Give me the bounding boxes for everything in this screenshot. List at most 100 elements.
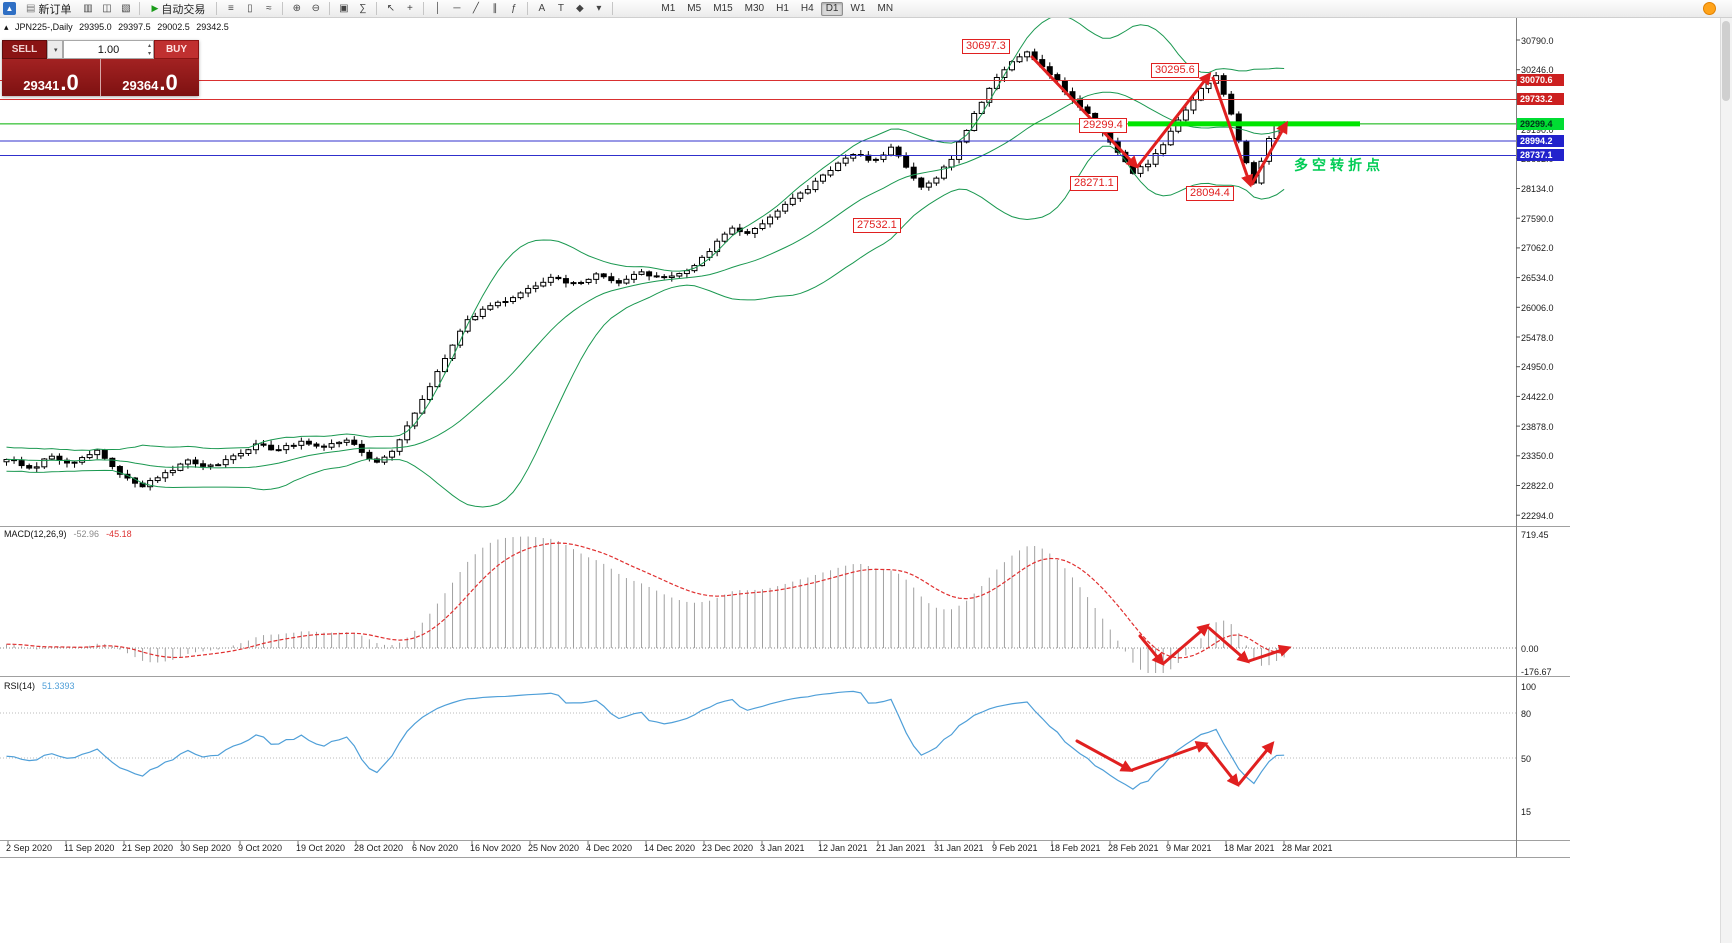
toolbar-separator bbox=[282, 2, 284, 15]
spinner-up-icon[interactable]: ▴ bbox=[147, 43, 151, 49]
shapes-icon[interactable]: ◆ bbox=[571, 1, 588, 16]
macd-main-value: -52.96 bbox=[73, 529, 100, 539]
autotrading-label: 自动交易 bbox=[161, 3, 206, 16]
bars-chart-icon[interactable]: ≡ bbox=[222, 1, 239, 16]
toolbar-separator bbox=[527, 2, 529, 15]
text-icon[interactable]: A bbox=[533, 1, 550, 16]
buy-price-int: 29364 bbox=[122, 78, 159, 93]
turning-point-note[interactable]: 多空转折点 bbox=[1294, 157, 1384, 173]
buy-price-frac: .0 bbox=[159, 70, 178, 95]
symbol-title: JPN225-,Daily bbox=[15, 22, 73, 32]
bollinger-upper bbox=[6, 15, 1285, 451]
notification-icon[interactable] bbox=[1703, 2, 1716, 15]
buy-price[interactable]: 29364 .0 bbox=[101, 59, 199, 96]
bollinger-lower bbox=[6, 145, 1285, 508]
equidistant-channel-icon[interactable]: ∥ bbox=[486, 1, 503, 16]
volume-value: 1.00 bbox=[97, 43, 120, 56]
support-zone-segment bbox=[1128, 121, 1360, 127]
timeframe-d1[interactable]: D1 bbox=[820, 1, 844, 16]
toolbar-separator bbox=[329, 2, 331, 15]
sell-price-int: 29341 bbox=[23, 78, 60, 93]
timeframe-h1[interactable]: H1 bbox=[771, 2, 794, 16]
trade-panel-divider bbox=[100, 59, 101, 96]
rsi-panel bbox=[0, 690, 1516, 790]
autotrading-play-icon: ▶ bbox=[151, 3, 159, 13]
toolbar-separator bbox=[216, 2, 218, 15]
zoom-out-icon[interactable]: ⊖ bbox=[307, 1, 324, 16]
navigator-icon[interactable]: ▧ bbox=[117, 1, 134, 16]
chart-ohlc-header: ▴ JPN225-,Daily 29395.0 29397.5 29002.5 … bbox=[4, 22, 233, 33]
symbol-collapse-icon[interactable]: ▴ bbox=[4, 22, 9, 32]
toolbar-window-icons: ▥ ◫ ▧ bbox=[79, 1, 134, 16]
timeframe-w1[interactable]: W1 bbox=[845, 2, 870, 16]
autotrading-button[interactable]: ▶ 自动交易 bbox=[145, 1, 211, 16]
timeframe-toolbar: M1 M5 M15 M30 H1 H4 D1 W1 MN bbox=[656, 1, 898, 16]
ohlc-open: 29395.0 bbox=[79, 22, 112, 32]
chart-frame bbox=[0, 18, 1570, 858]
cursor-icon[interactable]: ↖ bbox=[382, 1, 399, 16]
rsi-line bbox=[6, 690, 1285, 790]
arrow-label-icon[interactable]: T bbox=[552, 1, 569, 16]
app-icon-glyph: ▲ bbox=[5, 4, 14, 13]
timeframe-m15[interactable]: M15 bbox=[708, 2, 737, 16]
scrollbar-thumb[interactable] bbox=[1722, 21, 1730, 101]
new-order-button[interactable]: ▤ 新订单 bbox=[20, 1, 77, 16]
toolbar-separator bbox=[139, 2, 141, 15]
sell-button[interactable]: SELL bbox=[2, 40, 47, 59]
data-window-icon[interactable]: ◫ bbox=[98, 1, 115, 16]
new-order-label: 新订单 bbox=[38, 3, 72, 16]
bollinger-middle bbox=[6, 91, 1285, 469]
timeframe-m1[interactable]: M1 bbox=[656, 2, 680, 16]
sell-price-frac: .0 bbox=[60, 70, 79, 95]
new-order-icon: ▤ bbox=[26, 3, 36, 14]
toolbar-separator bbox=[423, 2, 425, 15]
rsi-name: RSI(14) bbox=[4, 681, 36, 691]
volume-dropdown-button[interactable]: ▾ bbox=[47, 40, 63, 59]
ohlc-close: 29342.5 bbox=[196, 22, 229, 32]
main-toolbar: ▲ ▤ 新订单 ▥ ◫ ▧ ▶ 自动交易 ≡ ▯ ≈ ⊕ ⊖ ▣ ∑ ↖ + │ ─ ╱ ∥ ƒ A T ◆ ▾ M1… bbox=[0, 0, 1732, 18]
shapes-dropdown-icon[interactable]: ▾ bbox=[590, 1, 607, 16]
sell-price[interactable]: 29341 .0 bbox=[2, 59, 100, 96]
horizontal-line-icon[interactable]: ─ bbox=[448, 1, 465, 16]
vertical-line-icon[interactable]: │ bbox=[429, 1, 446, 16]
spinner-down-icon[interactable]: ▾ bbox=[147, 51, 151, 57]
tile-windows-icon[interactable]: ▣ bbox=[335, 1, 352, 16]
macd-signal-line bbox=[6, 542, 1285, 659]
app-icon: ▲ bbox=[3, 2, 16, 15]
line-chart-icon[interactable]: ≈ bbox=[260, 1, 277, 16]
one-click-trading-panel: SELL ▾ 1.00 ▴ ▾ BUY 29341 .0 29364 .0 bbox=[2, 40, 199, 96]
trade-panel-controls: SELL ▾ 1.00 ▴ ▾ BUY bbox=[2, 40, 199, 59]
crosshair-icon[interactable]: + bbox=[401, 1, 418, 16]
toolbar-separator bbox=[612, 2, 614, 15]
trade-panel-prices: 29341 .0 29364 .0 bbox=[2, 59, 199, 96]
buy-button[interactable]: BUY bbox=[154, 40, 199, 59]
macd-indicator-label: MACD(12,26,9) -52.96 -45.18 bbox=[4, 529, 132, 539]
rsi-value: 51.3393 bbox=[42, 681, 75, 691]
toolbar-separator bbox=[376, 2, 378, 15]
horizontal-levels[interactable] bbox=[0, 79, 1516, 156]
trend-arrows[interactable] bbox=[1030, 55, 1292, 787]
toolbar-drawing-tools: ≡ ▯ ≈ ⊕ ⊖ ▣ ∑ ↖ + │ ─ ╱ ∥ ƒ A T ◆ ▾ bbox=[222, 1, 607, 16]
ohlc-high: 29397.5 bbox=[118, 22, 151, 32]
macd-signal-value: -45.18 bbox=[106, 529, 132, 539]
timeframe-m30[interactable]: M30 bbox=[740, 2, 769, 16]
trendline-icon[interactable]: ╱ bbox=[467, 1, 484, 16]
volume-spinner[interactable]: ▴ ▾ bbox=[148, 42, 151, 58]
timeframe-m5[interactable]: M5 bbox=[682, 2, 706, 16]
candles-layer bbox=[3, 48, 1288, 491]
timeframe-h4[interactable]: H4 bbox=[796, 2, 819, 16]
vertical-scrollbar[interactable] bbox=[1720, 18, 1732, 943]
volume-input[interactable]: 1.00 ▴ ▾ bbox=[63, 40, 154, 59]
macd-name: MACD(12,26,9) bbox=[4, 529, 67, 539]
candles-chart-icon[interactable]: ▯ bbox=[241, 1, 258, 16]
rsi-indicator-label: RSI(14) 51.3393 bbox=[4, 681, 75, 691]
fibonacci-icon[interactable]: ƒ bbox=[505, 1, 522, 16]
macd-panel bbox=[0, 536, 1516, 673]
zoom-in-icon[interactable]: ⊕ bbox=[288, 1, 305, 16]
market-watch-icon[interactable]: ▥ bbox=[79, 1, 96, 16]
indicators-icon[interactable]: ∑ bbox=[354, 1, 371, 16]
ohlc-low: 29002.5 bbox=[157, 22, 190, 32]
timeframe-mn[interactable]: MN bbox=[872, 2, 898, 16]
